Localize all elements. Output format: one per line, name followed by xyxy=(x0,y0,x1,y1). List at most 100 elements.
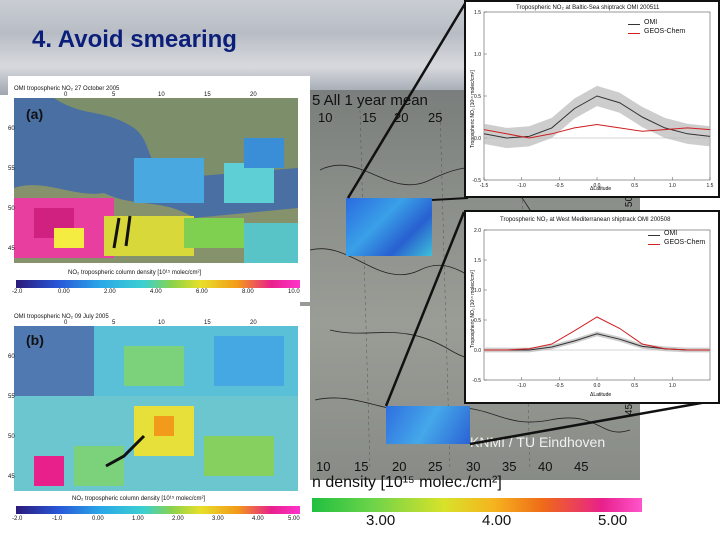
big-bottom-tick: 15 xyxy=(354,459,369,474)
graph2-y-tick: 0.5 xyxy=(474,318,481,324)
panel-b-lon-tick: 10 xyxy=(158,320,165,326)
graph1-omi-spread-band xyxy=(484,85,710,149)
panel-b-lat-tick: 50 xyxy=(8,434,15,440)
panel-a-colorbar-tick: 0.00 xyxy=(58,289,70,295)
panel-a-lon-tick: 10 xyxy=(158,92,165,98)
graph2-y-tick: 1.5 xyxy=(474,258,481,264)
graph-box-baltic: Tropospheric NO₂ at Baltic-Sea shiptrack… xyxy=(464,0,720,198)
big-bottom-tick: 20 xyxy=(392,459,407,474)
panel-b-lat-tick: 60 xyxy=(8,354,15,360)
graph1-xlabel: ΔLatitude xyxy=(590,186,612,192)
panel-a-colorbar-tick: 2.00 xyxy=(104,289,116,295)
panel-a-title: OMI tropospheric NO₂ 27 October 2005 xyxy=(14,86,120,92)
graph2-x-tick: -0.5 xyxy=(555,383,564,389)
panel-a-colorbar-tick: 4.00 xyxy=(150,289,162,295)
graph2-legend-omi-swatch xyxy=(648,235,660,236)
graph-box-mediterranean: Tropospheric NO₂ at West Mediterranean s… xyxy=(464,210,720,404)
graph1-y-tick: 1.5 xyxy=(474,10,481,16)
panel-b-colorbar-label: NO₂ tropospheric column density [10¹⁵ mo… xyxy=(72,496,206,502)
panel-b-colorbar-tick: -2.0 xyxy=(12,516,23,522)
big-bottom-tick: 25 xyxy=(428,459,443,474)
graph2-y-tick: 2.0 xyxy=(474,228,481,234)
graph1-x-tick: -1.0 xyxy=(517,183,526,189)
panel-a: OMI tropospheric NO₂ 27 October 2005 0 5… xyxy=(8,76,310,302)
big-top-tick: 25 xyxy=(428,110,443,125)
big-top-tick: 10 xyxy=(318,110,333,125)
panel-b-title: OMI tropospheric NO₂ 09 July 2005 xyxy=(14,314,109,320)
big-bottom-tick: 40 xyxy=(538,459,553,474)
graph2-legend-geos: GEOS-Chem xyxy=(664,239,706,246)
big-colorbar-tick: 5.00 xyxy=(598,512,628,529)
panel-b-lon-tick: 0 xyxy=(64,320,68,326)
graph2-x-tick: 0.0 xyxy=(594,383,601,389)
graph2-legend-geos-swatch xyxy=(648,244,660,245)
panel-a-lon-tick: 20 xyxy=(250,92,257,98)
big-bottom-tick: 30 xyxy=(466,459,481,474)
graph1-ylabel: Tropospheric NO₂ [10¹⁵ molec/cm²] xyxy=(470,70,476,148)
panel-a-colorbar-tick: 10.0 xyxy=(288,289,300,295)
graph2-y-tick: 1.0 xyxy=(474,288,481,294)
panel-b-lon-tick: 15 xyxy=(204,320,211,326)
graph2-title: Tropospheric NO₂ at West Mediterranean s… xyxy=(500,217,671,223)
panel-a-lat-tick: 45 xyxy=(8,246,15,252)
graph2-y-tick: 0.0 xyxy=(474,348,481,354)
graph2-plot: 2.0 1.5 1.0 0.5 0.0 -0.5 -1.0 -0.5 0.0 0.5 1.0 xyxy=(472,228,711,389)
graph2-x-tick: -1.0 xyxy=(517,383,526,389)
graph2-series-geos-chem-line xyxy=(484,316,710,351)
panel-b-label: (b) xyxy=(26,332,44,348)
panel-b-colorbar-tick: -1.0 xyxy=(52,516,63,522)
graph1-x-tick: 1.0 xyxy=(669,183,676,189)
graph1-plot: 1.51.00.50.0-0.5-1.5 -1.0 -0.5 0.0 0.5 1.0 1.5 xyxy=(472,10,714,189)
big-map-patch-south xyxy=(386,406,470,444)
panel-a-colorbar-label: NO₂ tropospheric column density [10¹⁵ mo… xyxy=(68,270,202,276)
panel-a-lat-tick: 55 xyxy=(8,166,15,172)
big-map-patch-north xyxy=(346,198,432,256)
graph1-legend-geos: GEOS-Chem xyxy=(644,28,686,35)
big-bottom-tick: 45 xyxy=(574,459,589,474)
panel-b-colorbar-tick: 4.00 xyxy=(252,516,264,522)
panel-b-lon-tick: 5 xyxy=(112,320,116,326)
panel-a-colorbar xyxy=(16,280,300,288)
panel-b: OMI tropospheric NO₂ 09 July 2005 0 5 10… xyxy=(8,306,310,532)
graph2-ylabel: Tropospheric NO₂ [10¹⁵ molec/cm²] xyxy=(470,270,476,348)
panel-a-map-graphic xyxy=(14,98,298,263)
panel-a-map xyxy=(14,98,298,263)
panel-b-colorbar-tick: 3.00 xyxy=(212,516,224,522)
big-map-title: 5 All 1 year mean xyxy=(312,92,428,109)
big-colorbar-label: n density [10¹⁵ molec./cm²] xyxy=(312,474,502,491)
panel-a-lat-tick: 50 xyxy=(8,206,15,212)
graph2-x-tick: 0.5 xyxy=(631,383,638,389)
graph1-x-tick: 1.5 xyxy=(707,183,714,189)
big-colorbar-tick: 3.00 xyxy=(366,512,396,529)
graph1-legend-geos-swatch xyxy=(628,33,640,34)
big-colorbar-tick: 4.00 xyxy=(482,512,512,529)
panel-a-lat-tick: 60 xyxy=(8,126,15,132)
big-colorbar xyxy=(312,498,642,512)
panel-a-colorbar-tick: 8.00 xyxy=(242,289,254,295)
graph2-xlabel: ΔLatitude xyxy=(590,392,612,398)
graph1-y-tick: 1.0 xyxy=(474,52,481,58)
graph1-legend-omi-swatch xyxy=(628,24,640,25)
panel-a-colorbar-tick: -2.0 xyxy=(12,289,23,295)
panel-b-lat-tick: 45 xyxy=(8,474,15,480)
panel-b-lon-tick: 20 xyxy=(250,320,257,326)
graph1-x-tick: -0.5 xyxy=(555,183,564,189)
graph1-y-tick: 0.0 xyxy=(474,136,481,142)
panel-a-colorbar-tick: 6.00 xyxy=(196,289,208,295)
graph1-legend-omi: OMI xyxy=(644,19,658,26)
graph2-x-tick: 1.0 xyxy=(669,383,676,389)
graph2-legend-omi: OMI xyxy=(664,230,678,237)
graph1-title: Tropospheric NO₂ at Baltic-Sea shiptrack… xyxy=(516,5,660,11)
panel-b-map xyxy=(14,326,298,491)
graph2-plot-frame xyxy=(483,229,711,381)
panel-b-lat-tick: 55 xyxy=(8,394,15,400)
graph1-series-geos-chem-line xyxy=(483,124,711,139)
panel-b-map-graphic xyxy=(14,326,298,491)
graph1-y-tick: -0.5 xyxy=(472,178,481,184)
panel-b-colorbar-tick: 2.00 xyxy=(172,516,184,522)
graph2-y-tick: -0.5 xyxy=(472,378,481,384)
panel-b-colorbar-tick: 1.00 xyxy=(132,516,144,522)
slide-title: 4. Avoid smearing xyxy=(32,26,237,53)
panel-a-lon-tick: 15 xyxy=(204,92,211,98)
